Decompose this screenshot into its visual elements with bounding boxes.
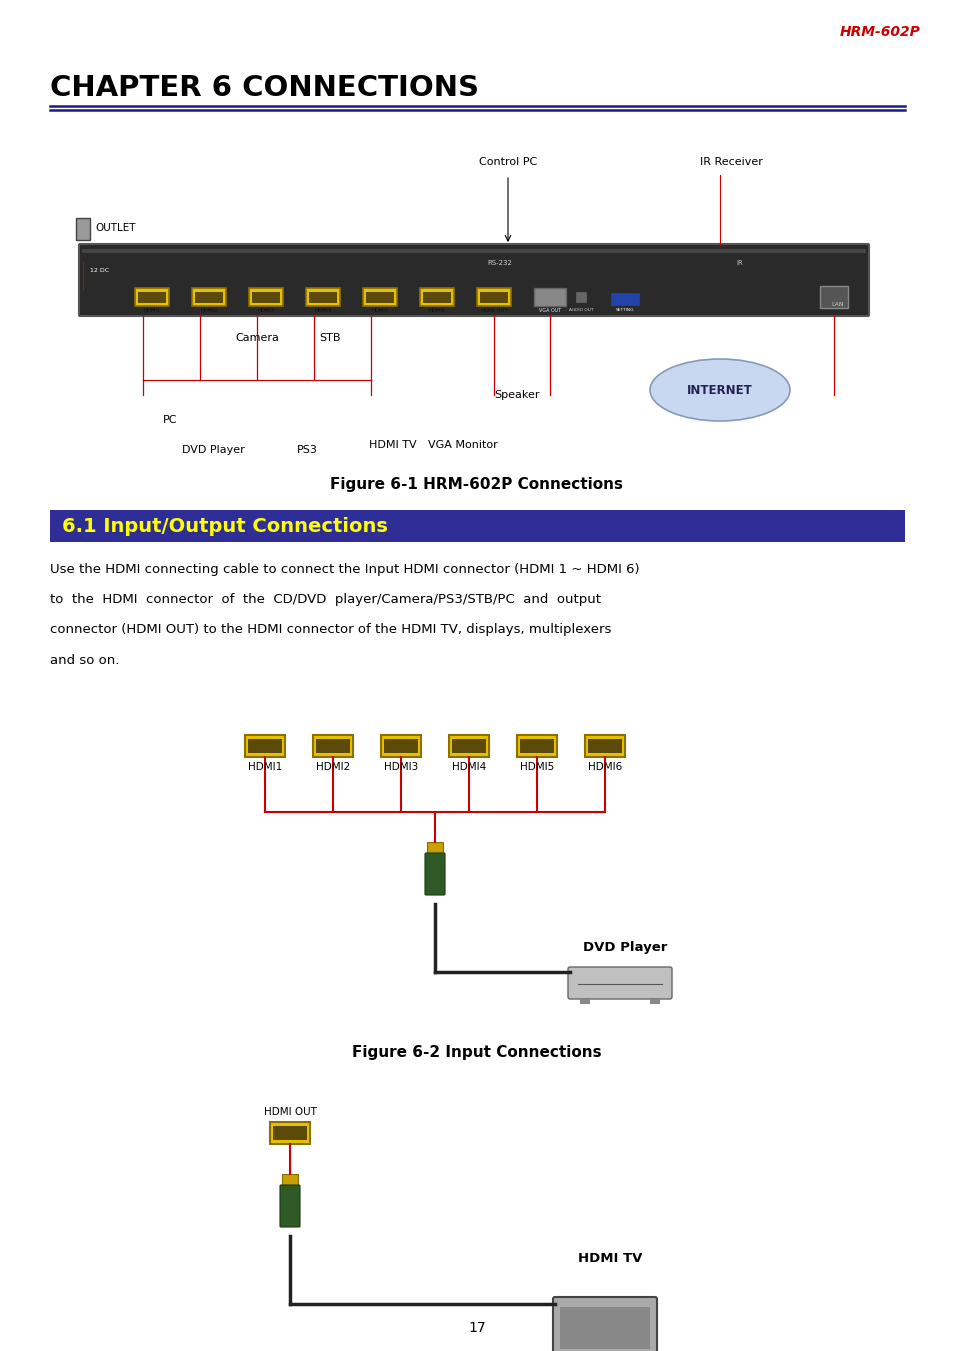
Text: Camera: Camera [234,332,278,343]
Text: 12 DC: 12 DC [91,267,110,273]
Text: HDMI TV: HDMI TV [369,440,416,450]
Bar [519,739,554,753]
Text: connector (HDMI OUT) to the HDMI connector of the HDMI TV, displays, multiplexer: connector (HDMI OUT) to the HDMI connect… [50,624,611,636]
Text: CHAPTER 6 CONNECTIONS: CHAPTER 6 CONNECTIONS [50,74,478,101]
Text: OUTLET: OUTLET [95,223,135,232]
Text: VGA OUT: VGA OUT [538,308,560,312]
Text: Use the HDMI connecting cable to connect the Input HDMI connector (HDMI 1 ~ HDMI: Use the HDMI connecting cable to connect… [50,563,639,577]
Text: AUDIO OUT: AUDIO OUT [568,308,593,312]
Text: and so on.: and so on. [50,654,119,666]
Text: HDMI3: HDMI3 [383,762,417,771]
FancyBboxPatch shape [419,288,454,305]
Text: 6.1 Input/Output Connections: 6.1 Input/Output Connections [62,516,388,535]
FancyBboxPatch shape [424,852,444,894]
FancyBboxPatch shape [584,735,624,757]
Bar [138,292,166,303]
FancyBboxPatch shape [135,288,169,305]
Text: HDMI OUT: HDMI OUT [263,1106,316,1117]
Text: HDMI3: HDMI3 [257,308,274,312]
FancyBboxPatch shape [192,288,226,305]
Bar [366,292,394,303]
Text: Figure 6-2 Input Connections: Figure 6-2 Input Connections [352,1044,601,1059]
Bar [82,249,865,253]
Bar [76,218,90,240]
Text: IR Receiver: IR Receiver [700,157,762,168]
Text: HDMI6: HDMI6 [587,762,621,771]
Text: HDMI4: HDMI4 [452,762,486,771]
FancyBboxPatch shape [249,288,283,305]
Text: VGA Monitor: VGA Monitor [428,440,497,450]
Bar [649,998,659,1004]
FancyBboxPatch shape [449,735,489,757]
Text: IR: IR [736,259,742,266]
FancyBboxPatch shape [427,842,442,854]
Bar [610,293,639,305]
Bar [194,292,223,303]
FancyBboxPatch shape [517,735,557,757]
FancyBboxPatch shape [79,245,868,316]
Bar [559,1306,649,1350]
Bar [587,739,621,753]
Text: LAN: LAN [831,303,843,308]
Text: HDMI OUT: HDMI OUT [480,308,507,312]
FancyBboxPatch shape [280,1185,299,1227]
Text: RS-232: RS-232 [487,259,512,266]
Text: HDMI2: HDMI2 [200,308,217,312]
Bar [315,739,350,753]
Bar [479,292,507,303]
Bar [309,292,336,303]
Text: Speaker: Speaker [494,390,539,400]
Bar [452,739,485,753]
FancyBboxPatch shape [553,1297,657,1351]
Bar [422,292,451,303]
FancyBboxPatch shape [313,735,353,757]
Text: HDMI5: HDMI5 [519,762,554,771]
Bar [579,998,589,1004]
Text: HDMI5: HDMI5 [371,308,388,312]
FancyBboxPatch shape [476,288,511,305]
Text: STB: STB [319,332,340,343]
Text: 17: 17 [468,1321,485,1335]
Text: SETTING: SETTING [615,308,634,312]
FancyBboxPatch shape [306,288,339,305]
Bar [576,292,585,303]
Text: HDMI TV: HDMI TV [578,1252,641,1266]
FancyBboxPatch shape [567,967,671,998]
FancyBboxPatch shape [363,288,396,305]
Text: HRM-602P: HRM-602P [839,26,919,39]
Text: DVD Player: DVD Player [181,444,244,455]
FancyBboxPatch shape [380,735,420,757]
Text: HDMI2: HDMI2 [315,762,350,771]
Text: HDMI6: HDMI6 [428,308,445,312]
Text: DVD Player: DVD Player [582,940,666,954]
FancyBboxPatch shape [534,288,565,305]
Text: HDMI1: HDMI1 [248,762,282,771]
Ellipse shape [649,359,789,422]
Bar [384,739,417,753]
Bar [252,292,280,303]
FancyBboxPatch shape [282,1174,297,1186]
Text: INTERNET: INTERNET [686,384,752,396]
Bar [248,739,282,753]
Text: to  the  HDMI  connector  of  the  CD/DVD  player/Camera/PS3/STB/PC  and  output: to the HDMI connector of the CD/DVD play… [50,593,600,607]
Bar [50,509,904,542]
Text: HDMI4: HDMI4 [314,308,332,312]
Bar [273,1125,307,1140]
Text: PS3: PS3 [296,444,317,455]
Text: PC: PC [163,415,177,426]
Text: Figure 6-1 HRM-602P Connections: Figure 6-1 HRM-602P Connections [330,477,623,493]
Text: HDMI1: HDMI1 [143,308,160,312]
Text: Control PC: Control PC [478,157,537,168]
Bar [820,286,847,308]
FancyBboxPatch shape [270,1121,310,1144]
FancyBboxPatch shape [245,735,285,757]
